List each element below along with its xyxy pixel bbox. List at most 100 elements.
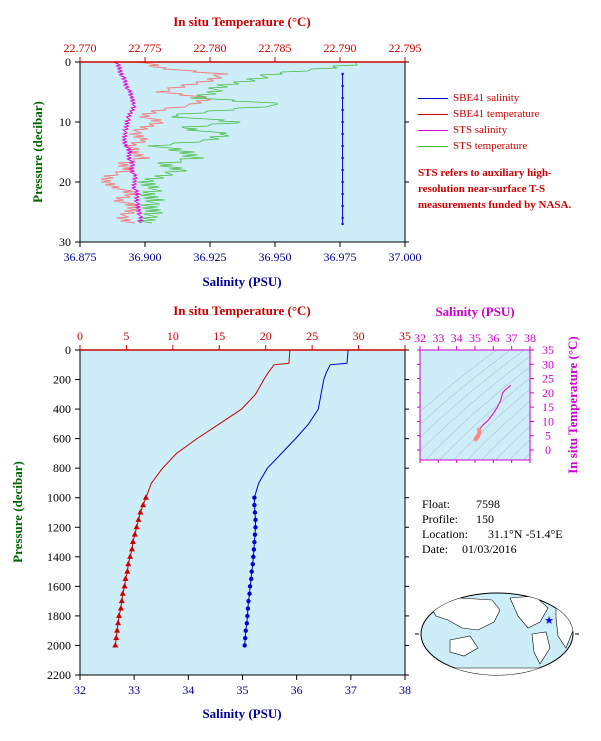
temperature-point [137,509,144,515]
sbe-salinity-point [341,120,344,124]
temperature-tick-label: 22.790 [324,41,357,55]
series-sts-temperature-line [137,61,358,224]
pressure-tick-label: 0 [65,343,71,357]
ts-salinity-tick-label: 32 [414,331,426,345]
temperature-point [142,494,149,500]
salinity-point [251,547,257,552]
sbe-salinity-point [341,96,344,100]
salinity-tick-label: 37 [345,683,357,697]
temperature-tick-label: 0 [77,329,83,343]
salinity-point [251,554,256,560]
temperature-point [119,590,126,596]
bottom-series-layer [112,349,349,648]
continent-antarctica [435,667,561,675]
salinity-tick-label: 32 [74,683,86,697]
temperature-point [133,523,140,530]
legend-item: STS temperature [418,138,539,154]
salinity-tick-label: 36 [291,683,303,697]
pressure-tick-label: 1000 [47,491,71,505]
ts-temperature-tick-label: 0 [545,443,551,457]
bottom-plot-area [79,349,406,676]
bottom-pressure-axis-label: Pressure (decibar) [10,461,25,563]
temperature-tick-label: 10 [167,329,179,343]
density-contour [420,350,525,438]
world-map: ★ [415,592,579,676]
info-value: 7598 [476,497,500,511]
ts-salinity-tick-label: 34 [451,331,463,345]
legend-label: STS temperature [453,140,528,152]
pressure-tick-label: 600 [53,432,71,446]
temperature-tick-label: 25 [306,329,318,343]
legend-item: SBE41 temperature [418,106,539,122]
bottom-temperature-ticks: 0 5 10 15 20 25 30 35 [77,329,411,351]
series-sts-salinity-line [113,61,144,224]
sbe-salinity-point [341,144,344,148]
sbe-salinity-point [341,132,344,136]
bottom-chart: 32 33 34 35 36 37 38 0 5 10 15 20 25 30 35 0 200 400 600… [10,303,411,721]
density-contour [495,425,530,460]
legend-label: SBE41 temperature [453,108,540,120]
bottom-temperature-axis-label: In situ Temperature (°C) [173,303,311,318]
temperature-tick-label: 5 [123,329,129,343]
ts-temperature-tick-label: 35 [542,343,554,357]
pressure-tick-label: 1400 [47,550,71,564]
salinity-point [247,591,252,596]
ts-temperature-tick-label: 30 [542,357,554,371]
density-contour [467,400,530,460]
top-pressure-ticks: 0 10 20 30 [59,55,409,249]
salinity-point [247,584,253,589]
ts-point [476,427,482,432]
ts-salinity-axis-label: Salinity (PSU) [435,304,514,319]
ts-temperature-tick-label: 10 [542,414,554,428]
pressure-tick-label: 400 [53,402,71,416]
pressure-tick-label: 1200 [47,520,71,534]
legend-swatch-sbe41-temperature [418,113,448,115]
pressure-tick-label: 30 [59,235,71,249]
info-value: 01/03/2016 [462,542,517,556]
pressure-tick-label: 200 [53,373,71,387]
legend-item: SBE41 salinity [418,90,539,106]
temperature-tick-label: 30 [353,329,365,343]
ts-salinity-tick-label: 33 [432,331,444,345]
pressure-tick-label: 1800 [47,609,71,623]
salinity-point [252,539,257,545]
top-temperature-axis-label: In situ Temperature (°C) [173,14,311,29]
salinity-point [252,495,257,500]
salinity-tick-label: 36.950 [259,250,292,264]
salinity-point [244,621,250,626]
ts-salinity-tick-label: 35 [469,331,481,345]
ts-salinity-tick-label: 37 [506,331,518,345]
ts-salinity-ticks: 32 33 34 35 36 37 38 [414,331,536,463]
top-chart: 36.875 36.900 36.925 36.950 36.975 37.000 22.… [30,14,422,289]
density-contour [509,438,530,460]
info-label: Profile: [422,512,458,526]
legend: SBE41 salinity SBE41 temperature STS sal… [418,90,539,154]
ts-temperature-tick-label: 20 [542,386,554,400]
pressure-tick-label: 1600 [47,579,71,593]
temperature-point [131,531,138,537]
salinity-point [245,606,251,611]
legend-label: SBE41 salinity [453,92,520,104]
salinity-point [253,517,258,523]
temperature-point [118,597,125,604]
pressure-tick-label: 0 [65,55,71,69]
salinity-tick-label: 36.975 [324,250,357,264]
salinity-tick-label: 36.925 [194,250,227,264]
density-contour [420,350,511,425]
sbe-salinity-point [341,108,344,112]
salinity-point [252,532,258,537]
temperature-point [135,516,142,522]
salinity-point [252,502,257,508]
density-contour [425,366,530,460]
salinity-tick-label: 36.875 [64,250,97,264]
legend-swatch-sts-salinity [418,129,448,131]
ts-temperature-tick-label: 5 [545,429,551,443]
legend-swatch-sts-temperature [418,145,448,147]
info-float: Float: 7598 [422,497,563,512]
pressure-tick-label: 800 [53,461,71,475]
sbe-salinity-point [341,156,344,160]
ts-salinity-tick-label: 36 [487,331,499,345]
